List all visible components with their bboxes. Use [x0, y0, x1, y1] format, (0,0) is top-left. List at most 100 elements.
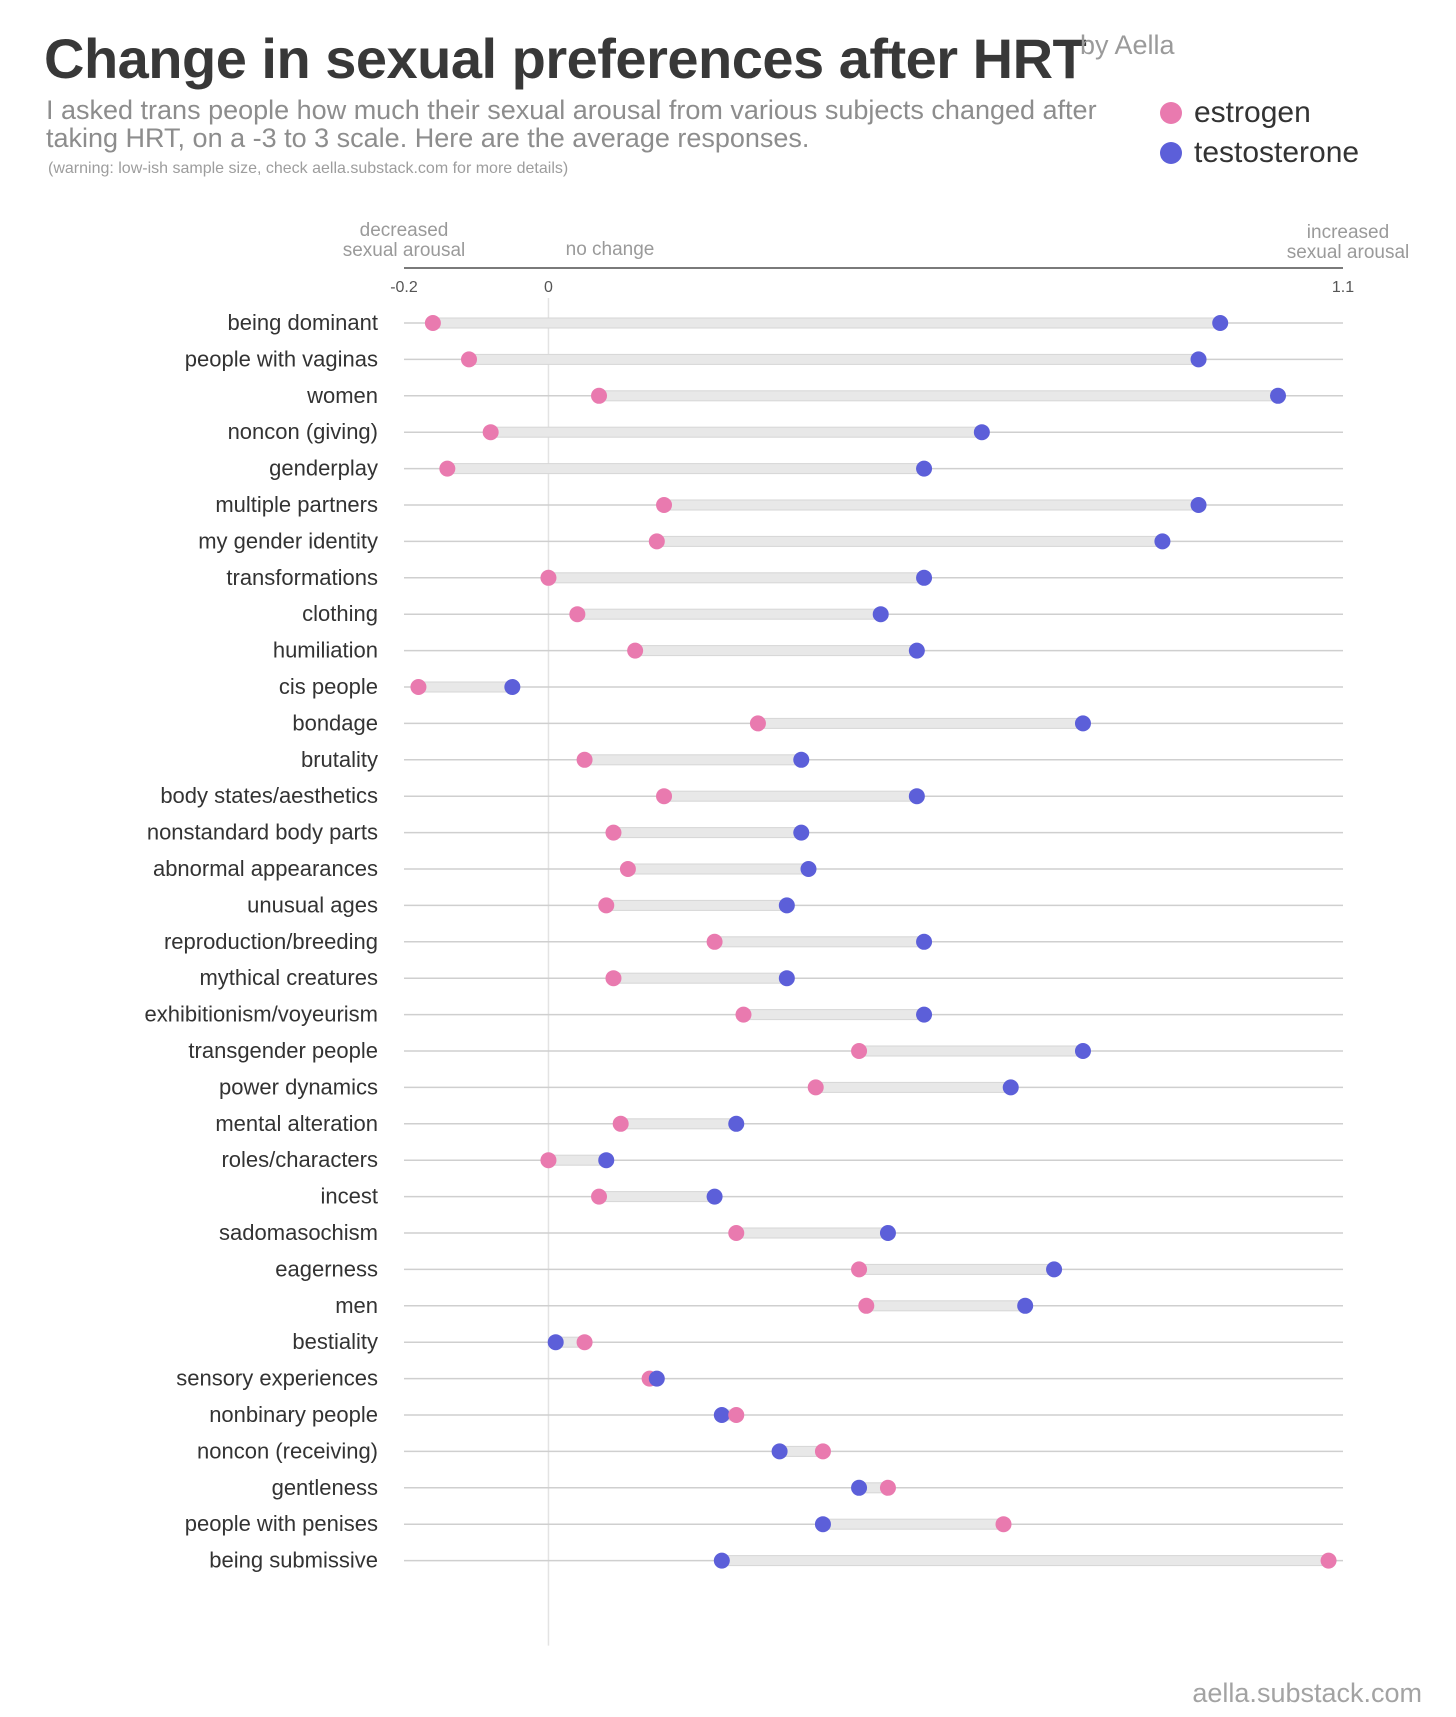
testosterone-point — [814, 1516, 831, 1533]
category-label: sensory experiences — [176, 1366, 378, 1391]
category-label: abnormal appearances — [153, 856, 378, 881]
range-bar — [815, 1081, 1012, 1093]
range-bar — [858, 1263, 1055, 1275]
range-bar — [620, 1118, 737, 1130]
axis-note-decreased-line1: decreased — [359, 220, 449, 241]
footer-source: aella.substack.com — [1192, 1678, 1422, 1708]
category-label: nonbinary people — [209, 1402, 378, 1427]
category-label: my gender identity — [198, 528, 378, 553]
estrogen-point — [598, 897, 615, 914]
estrogen-point — [706, 933, 723, 950]
estrogen-point — [482, 424, 499, 441]
estrogen-point — [851, 1261, 868, 1278]
testosterone-point — [1212, 315, 1229, 331]
category-label: transformations — [226, 565, 378, 590]
estrogen-point — [1320, 1552, 1337, 1569]
category-label: noncon (giving) — [228, 419, 378, 444]
category-label: eagerness — [275, 1256, 378, 1281]
estrogen-point — [569, 606, 586, 623]
range-bar — [858, 1045, 1084, 1057]
category-label: being dominant — [228, 310, 378, 335]
estrogen-point — [576, 751, 593, 768]
estrogen-point — [591, 1188, 608, 1205]
estrogen-point — [656, 788, 673, 805]
testosterone-point — [1002, 1079, 1019, 1096]
category-label: brutality — [301, 747, 378, 772]
estrogen-point — [612, 1115, 629, 1132]
category-label: being submissive — [209, 1548, 378, 1573]
category-label: gentleness — [272, 1475, 378, 1500]
chart-subtitle: I asked trans people how much their sexu… — [46, 95, 1097, 153]
range-bar — [735, 1227, 889, 1239]
estrogen-point — [807, 1079, 824, 1096]
category-label: power dynamics — [219, 1074, 378, 1099]
legend-item-testosterone: testosterone — [1160, 136, 1359, 170]
testosterone-point — [547, 1334, 564, 1351]
range-bar — [721, 1555, 1330, 1567]
estrogen-point — [410, 679, 427, 695]
estrogen-point — [424, 315, 441, 331]
estrogen-point — [814, 1443, 831, 1460]
category-label: reproduction/breeding — [164, 929, 378, 954]
range-bar — [634, 645, 918, 657]
testosterone-point — [879, 1225, 896, 1241]
category-label: roles/characters — [221, 1147, 378, 1172]
category-label: people with penises — [185, 1511, 378, 1536]
testosterone-point — [916, 933, 933, 950]
range-bar — [822, 1518, 1005, 1530]
estrogen-point — [879, 1479, 896, 1496]
testosterone-point — [851, 1479, 868, 1496]
testosterone-point — [908, 642, 925, 659]
tick-label: 0 — [544, 279, 553, 296]
testosterone-point — [648, 1370, 665, 1387]
category-label: bestiality — [292, 1329, 378, 1354]
category-label: men — [335, 1293, 378, 1318]
category-label: cis people — [279, 674, 378, 699]
legend-label-estrogen: estrogen — [1194, 96, 1311, 129]
testosterone-point — [916, 569, 933, 586]
testosterone-point — [793, 824, 810, 841]
testosterone-point — [908, 788, 925, 805]
category-label: transgender people — [188, 1038, 378, 1063]
range-bar — [547, 572, 925, 584]
axis-note-increased-line2: sexual arousal — [1286, 242, 1410, 263]
category-label: sadomasochism — [219, 1220, 378, 1245]
estrogen-point — [648, 533, 665, 550]
range-bar — [612, 972, 788, 984]
range-bar — [490, 426, 983, 438]
testosterone-point — [1074, 715, 1091, 732]
testosterone-point — [1046, 1261, 1063, 1278]
range-bar — [656, 535, 1163, 547]
category-label: mental alteration — [215, 1111, 378, 1136]
testosterone-point — [1074, 1043, 1091, 1059]
chart-title: Change in sexual preferences after HRT — [44, 27, 1087, 90]
estrogen-point — [540, 569, 557, 586]
estrogen-point — [851, 1043, 868, 1059]
estrogen-point — [619, 861, 636, 877]
sample-size-warning: (warning: low-ish sample size, check ael… — [48, 160, 569, 177]
testosterone-point — [504, 679, 521, 695]
estrogen-point — [749, 715, 766, 732]
range-bar — [663, 499, 1200, 511]
estrogen-point — [439, 460, 456, 477]
category-label: incest — [321, 1184, 378, 1209]
range-bar — [576, 608, 882, 620]
category-label: exhibitionism/voyeurism — [144, 1002, 378, 1027]
range-bar — [605, 899, 788, 911]
range-bar — [598, 1191, 716, 1203]
estrogen-point — [540, 1152, 557, 1169]
axis-note-increased: increased sexual arousal — [1258, 223, 1438, 263]
testosterone-point — [1269, 387, 1286, 404]
category-label: genderplay — [269, 456, 378, 481]
estrogen-point — [735, 1006, 752, 1023]
category-label: body states/aesthetics — [160, 783, 378, 808]
testosterone-dot-icon — [1160, 142, 1182, 164]
legend-item-estrogen: estrogen — [1160, 96, 1311, 130]
testosterone-point — [1190, 497, 1207, 513]
testosterone-point — [1154, 533, 1171, 550]
estrogen-point — [656, 497, 673, 513]
testosterone-point — [598, 1152, 615, 1169]
range-bar — [612, 827, 802, 839]
tick-label: -0.2 — [390, 279, 418, 296]
